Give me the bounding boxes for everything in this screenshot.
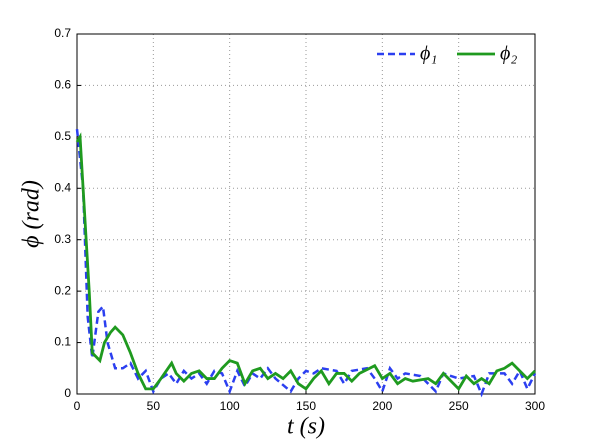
y-tick-label: 0.2 — [54, 283, 71, 297]
x-tick-label: 100 — [220, 399, 240, 413]
x-tick-label: 300 — [525, 399, 545, 413]
x-tick-label: 250 — [449, 399, 469, 413]
y-tick-label: 0.3 — [54, 232, 71, 246]
y-tick-label: 0.4 — [54, 180, 71, 194]
x-tick-label: 0 — [74, 399, 81, 413]
data-line — [75, 132, 536, 392]
y-tick-label: 0.6 — [54, 78, 71, 92]
y-axis-label: ϕ (rad) — [19, 180, 45, 248]
y-tick-label: 0 — [64, 386, 71, 400]
y-tick-label: 0.1 — [54, 335, 71, 349]
y-tick-label: 0.5 — [54, 129, 71, 143]
legend-label: ϕ₂ — [500, 43, 517, 65]
legend-label: ϕ₁ — [420, 43, 437, 65]
plot-frame — [76, 33, 536, 395]
x-tick-label: 50 — [147, 399, 161, 413]
x-axis-label: t (s) — [287, 414, 325, 440]
x-tick-label: 150 — [296, 399, 316, 413]
x-tick-label: 200 — [372, 399, 392, 413]
y-tick-label: 0.7 — [54, 26, 71, 40]
